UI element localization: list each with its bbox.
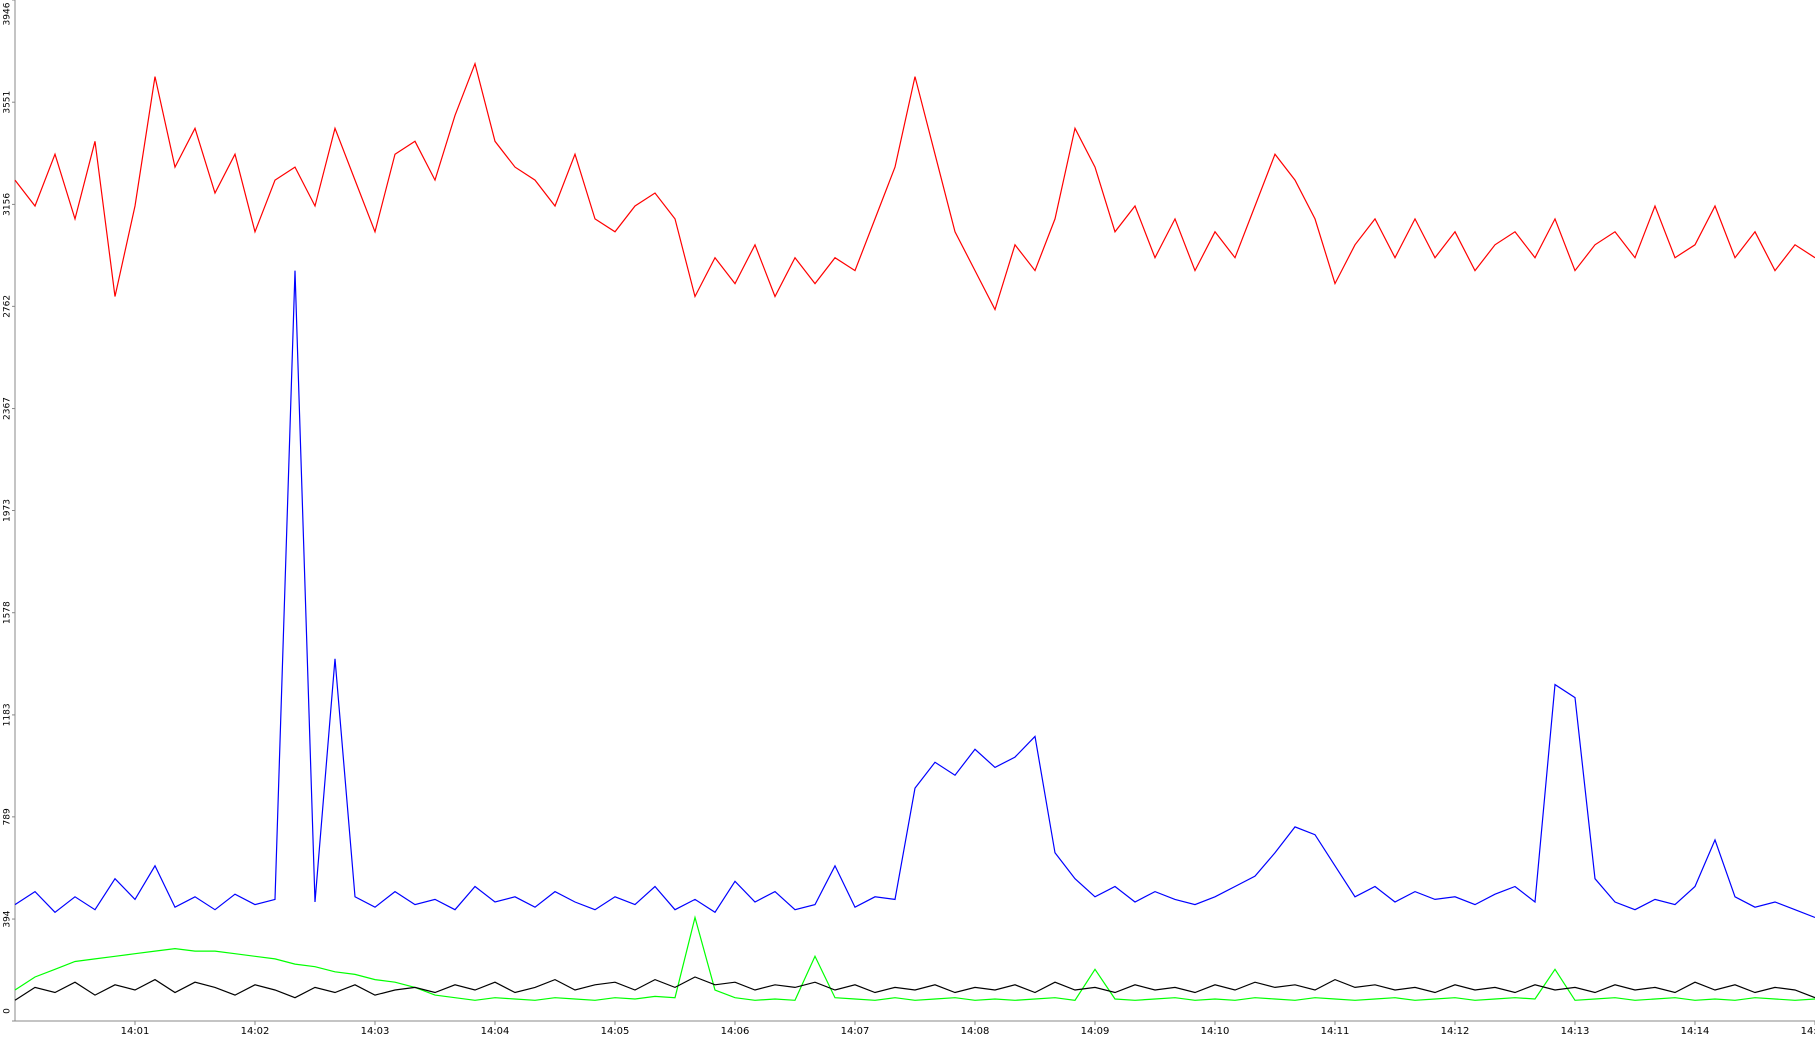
x-tick-label: 14:12 <box>1441 1026 1470 1037</box>
data-line <box>14 976 1815 1001</box>
y-tick-label: 394 <box>3 910 13 927</box>
y-tick-label: 2367 <box>3 397 13 420</box>
y-tick-label: 3551 <box>3 91 13 114</box>
y-tick-label: 2762 <box>3 295 13 318</box>
x-tick-label: 14:03 <box>361 1026 390 1037</box>
y-tick-label: 1183 <box>3 703 13 726</box>
y-tick-label: 1973 <box>3 499 13 522</box>
x-tick-label: 14:08 <box>961 1026 990 1037</box>
y-tick-label: 3946 <box>3 2 13 25</box>
x-tick-label: 14:07 <box>841 1026 870 1037</box>
x-tick-label: 14:15 <box>1801 1026 1815 1037</box>
data-line <box>14 61 1815 312</box>
x-tick-label: 14:09 <box>1081 1026 1110 1037</box>
data-line <box>14 270 1815 919</box>
x-tick-label: 14:04 <box>481 1026 510 1037</box>
y-tick-label: 1578 <box>3 601 13 624</box>
x-tick-label: 14:01 <box>121 1026 150 1037</box>
x-tick-label: 14:10 <box>1201 1026 1230 1037</box>
y-tick-label: 789 <box>3 808 13 825</box>
x-tick-label: 14:11 <box>1321 1026 1350 1037</box>
y-tick-label: 0 <box>3 1008 13 1014</box>
x-tick-label: 14:02 <box>241 1026 270 1037</box>
x-tick-label: 14:06 <box>721 1026 750 1037</box>
x-tick-label: 14:14 <box>1681 1026 1710 1037</box>
data-line <box>14 915 1815 1001</box>
y-tick-label: 3156 <box>3 193 13 216</box>
x-tick-label: 14:13 <box>1561 1026 1590 1037</box>
x-tick-label: 14:05 <box>601 1026 630 1037</box>
